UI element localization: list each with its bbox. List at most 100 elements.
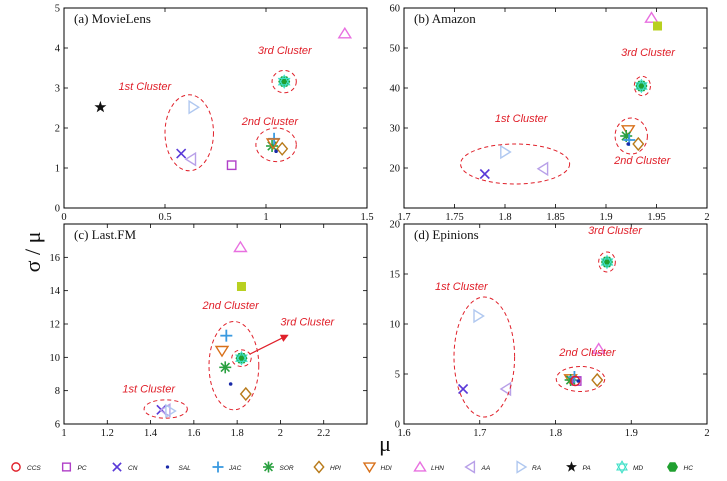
y-tick-label: 3 [55,84,60,95]
legend-item-aa: AA [464,460,490,474]
axes-frame [403,7,708,209]
point-pa [94,100,107,113]
legend-marker [165,465,170,469]
point-ra [500,144,512,160]
point-hdi [620,125,636,137]
x-tick-label: 2 [704,428,709,439]
x-tick-label: 1.85 [546,212,564,223]
legend-item-hpi: HPI [313,460,341,474]
point-cn [458,383,469,395]
x-tick-label: 2.2 [317,428,330,439]
y-tick-label: 10 [390,320,401,331]
x-tick-label: 0 [61,212,66,223]
y-tick-label: 16 [50,253,61,264]
point-md [235,350,248,366]
point-lhn [591,342,606,354]
cluster-ellipse [143,399,188,419]
y-tick-label: 10 [50,353,61,364]
legend-label: MD [633,465,643,472]
point-pc [226,160,237,171]
legend-marker [212,461,224,473]
cluster-label: 1st Cluster [435,281,489,293]
cluster-ellipse [164,94,214,172]
legend-item-jac: JAC [212,461,242,473]
cluster-label: 2nd Cluster [613,155,672,167]
point-hpi [276,141,289,156]
legend-label: JAC [228,465,242,472]
y-tick-label: 0 [55,204,60,215]
legend-label: CCS [27,465,41,472]
cluster-ellipse [231,349,252,367]
legend-marker [413,460,427,472]
panel-movielens: 0 0.5 1 1.5 0 1 2 3 4 5 (a) MovieLens 1st Cluster 2n… [55,4,374,224]
point-sal [274,149,278,153]
legend-item-sal: SAL [165,465,192,472]
cluster-ellipse [460,143,571,185]
x-tick-label: 1.5 [360,212,373,223]
point-md [600,254,614,270]
x-tick-label: 1 [61,428,66,439]
legend-item-hdi: HDI [362,462,392,474]
cluster-ellipse [271,69,297,94]
point-aa [158,403,171,418]
point-hpi [632,136,645,152]
legend-label: SAL [179,465,192,472]
legend-label: SOR [280,465,294,472]
panel-lastfm: 1 1.2 1.4 1.6 1.8 2 2.2 6 8 10 12 14 16 (c) Last.FM 1s… [50,223,368,439]
point-hpi [239,386,252,402]
y-axis-label: σ / μ [20,232,45,273]
cluster-ellipse [453,296,516,418]
point-md [277,74,291,90]
legend-marker [313,460,325,474]
legend-label: RA [532,465,541,472]
point-jac [220,329,233,342]
point-ra [188,99,201,115]
legend: CCS PC CN SAL JAC SOR HPI HDI LHN AA RA PA MD HC [11,460,693,474]
cluster-arrow [249,334,289,355]
point-hdi [265,138,281,150]
legend-label: PC [78,465,87,472]
x-tick-label: 1.9 [625,428,638,439]
cluster-label: 3rd Cluster [588,225,643,237]
point-sal [626,142,631,146]
legend-label: HPI [330,465,341,472]
point-md [634,78,648,94]
panel-title: (d) Epinions [414,227,479,242]
y-tick-label: 20 [390,220,401,231]
x-tick-label: 1.7 [397,212,410,223]
panel-title: (c) Last.FM [74,227,137,242]
legend-marker [566,461,577,472]
point-lhn [644,11,659,23]
legend-marker [667,462,678,472]
legend-marker [263,461,274,473]
legend-marker [464,460,476,474]
x-tick-label: 2 [704,212,709,223]
point-hc [278,76,291,87]
y-tick-label: 2 [55,124,60,135]
x-axis-label: μ [379,431,391,456]
cluster-label: 3rd Cluster [280,317,335,329]
cluster-label: 1st Cluster [122,383,176,395]
cluster-label: 2nd Cluster [558,347,617,359]
legend-marker [11,462,21,472]
point-aa [184,151,197,167]
point-lhn [337,26,353,39]
axes-frame [63,223,368,425]
cluster-label: 1st Cluster [495,113,549,125]
y-tick-label: 14 [50,286,61,297]
legend-item-ccs: CCS [11,462,41,472]
y-tick-label: 8 [55,386,60,397]
x-tick-label: 1.6 [397,428,410,439]
legend-item-cn: CN [112,462,138,472]
legend-label: PA [583,465,591,472]
legend-item-sor: SOR [263,461,294,473]
y-tick-label: 30 [390,124,401,135]
y-tick-label: 5 [395,370,400,381]
x-tick-label: 1.75 [445,212,463,223]
cluster-label: 2nd Cluster [202,300,261,312]
cluster-ellipse [255,127,297,163]
legend-label: CN [128,465,138,472]
panel-amazon: 1.7 1.75 1.8 1.85 1.9 1.95 2 20 30 40 50 60 (b) Amaz… [390,4,710,224]
x-tick-label: 1.6 [187,428,200,439]
y-tick-label: 12 [50,320,61,331]
